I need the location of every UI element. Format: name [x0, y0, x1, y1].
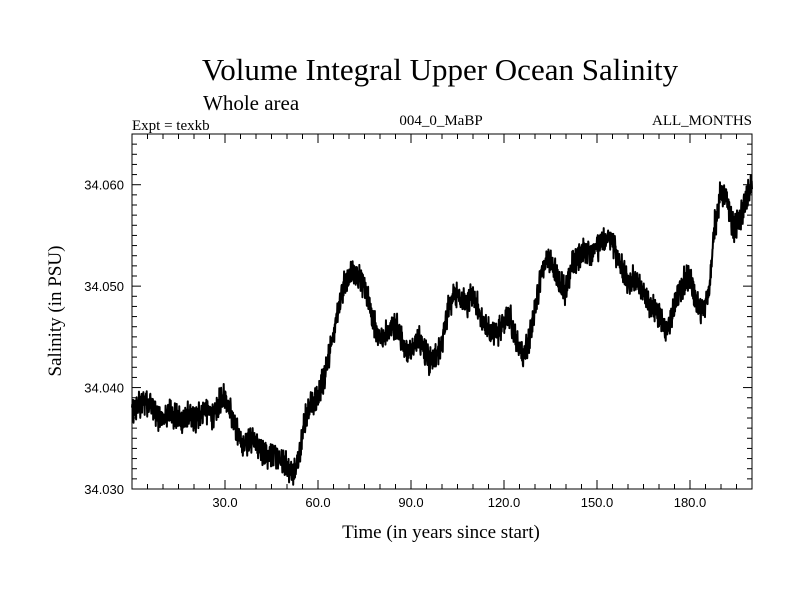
salinity-series-line [131, 174, 753, 486]
axis-ticks [132, 134, 752, 489]
x-tick-label: 30.0 [212, 495, 237, 510]
y-tick-label: 34.060 [84, 178, 124, 193]
y-tick-label: 34.040 [84, 381, 124, 396]
x-tick-label: 120.0 [488, 495, 521, 510]
tick-labels: 30.0 60.0 90.0 120.0 150.0 180.0 34.030 34.040 3… [84, 178, 706, 510]
x-tick-label: 150.0 [581, 495, 614, 510]
y-tick-label: 34.050 [84, 279, 124, 294]
months-label: ALL_MONTHS [652, 113, 752, 129]
chart-title: Volume Integral Upper Ocean Salinity [202, 52, 679, 87]
chart-subtitle: Whole area [203, 91, 300, 115]
y-tick-label: 34.030 [84, 482, 124, 497]
y-axis-label: Salinity (in PSU) [45, 246, 66, 377]
x-tick-label: 180.0 [674, 495, 707, 510]
run-label: 004_0_MaBP [399, 113, 482, 129]
x-axis-label: Time (in years since start) [342, 522, 540, 543]
x-tick-label: 90.0 [398, 495, 423, 510]
experiment-label: Expt = texkb [132, 118, 210, 134]
x-tick-label: 60.0 [305, 495, 330, 510]
